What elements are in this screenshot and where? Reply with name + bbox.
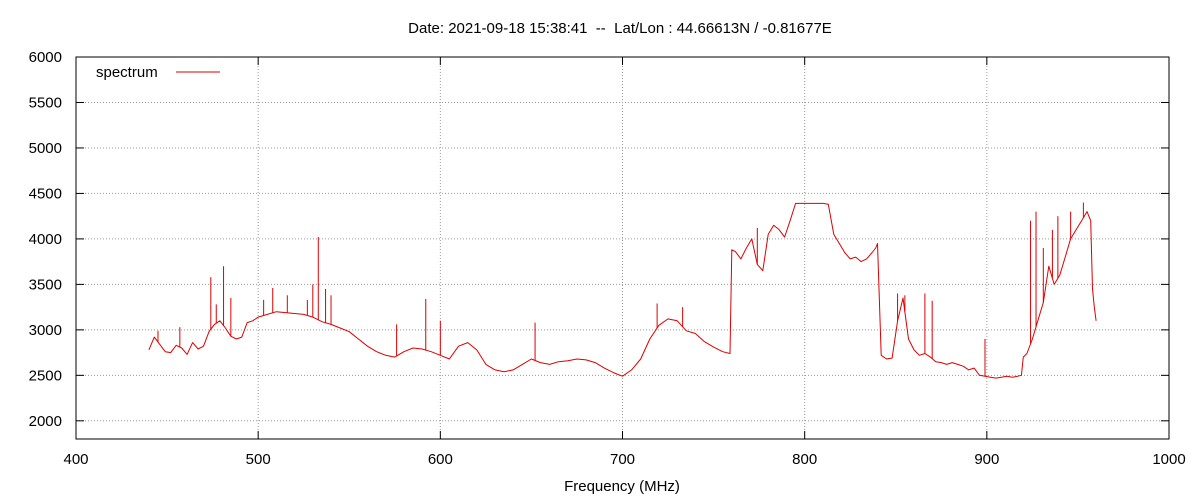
- y-tick-label: 5500: [29, 94, 62, 111]
- y-tick-label: 4500: [29, 185, 62, 202]
- x-tick-label: 700: [610, 451, 635, 468]
- x-tick-label: 400: [63, 451, 88, 468]
- y-tick-label: 2000: [29, 413, 62, 430]
- x-tick-label: 900: [974, 451, 999, 468]
- grid-lines: [76, 57, 1169, 439]
- chart-title: Date: 2021-09-18 15:38:41 -- Lat/Lon : 4…: [408, 20, 832, 37]
- legend: spectrum: [96, 64, 220, 81]
- x-tick-label: 1000: [1152, 451, 1185, 468]
- x-tick-label: 500: [246, 451, 271, 468]
- y-tick-label: 3000: [29, 322, 62, 339]
- x-tick-label: 600: [428, 451, 453, 468]
- plot-area: [148, 202, 1097, 379]
- y-tick-label: 3500: [29, 276, 62, 293]
- y-tick-label: 6000: [29, 49, 62, 66]
- x-tick-labels: 400 500 600 700 800 900 1000: [63, 451, 1185, 468]
- y-tick-label: 5000: [29, 140, 62, 157]
- y-tick-label: 4000: [29, 231, 62, 248]
- x-tick-label: 800: [792, 451, 817, 468]
- series-line-spectrum: [148, 202, 1097, 379]
- plot-frame: [75, 56, 1170, 440]
- legend-label-spectrum: spectrum: [96, 64, 158, 81]
- x-axis-label: Frequency (MHz): [564, 478, 680, 495]
- y-tick-label: 2500: [29, 367, 62, 384]
- y-tick-labels: 2000 2500 3000 3500 4000 4500 5000 5500 6000: [29, 49, 62, 430]
